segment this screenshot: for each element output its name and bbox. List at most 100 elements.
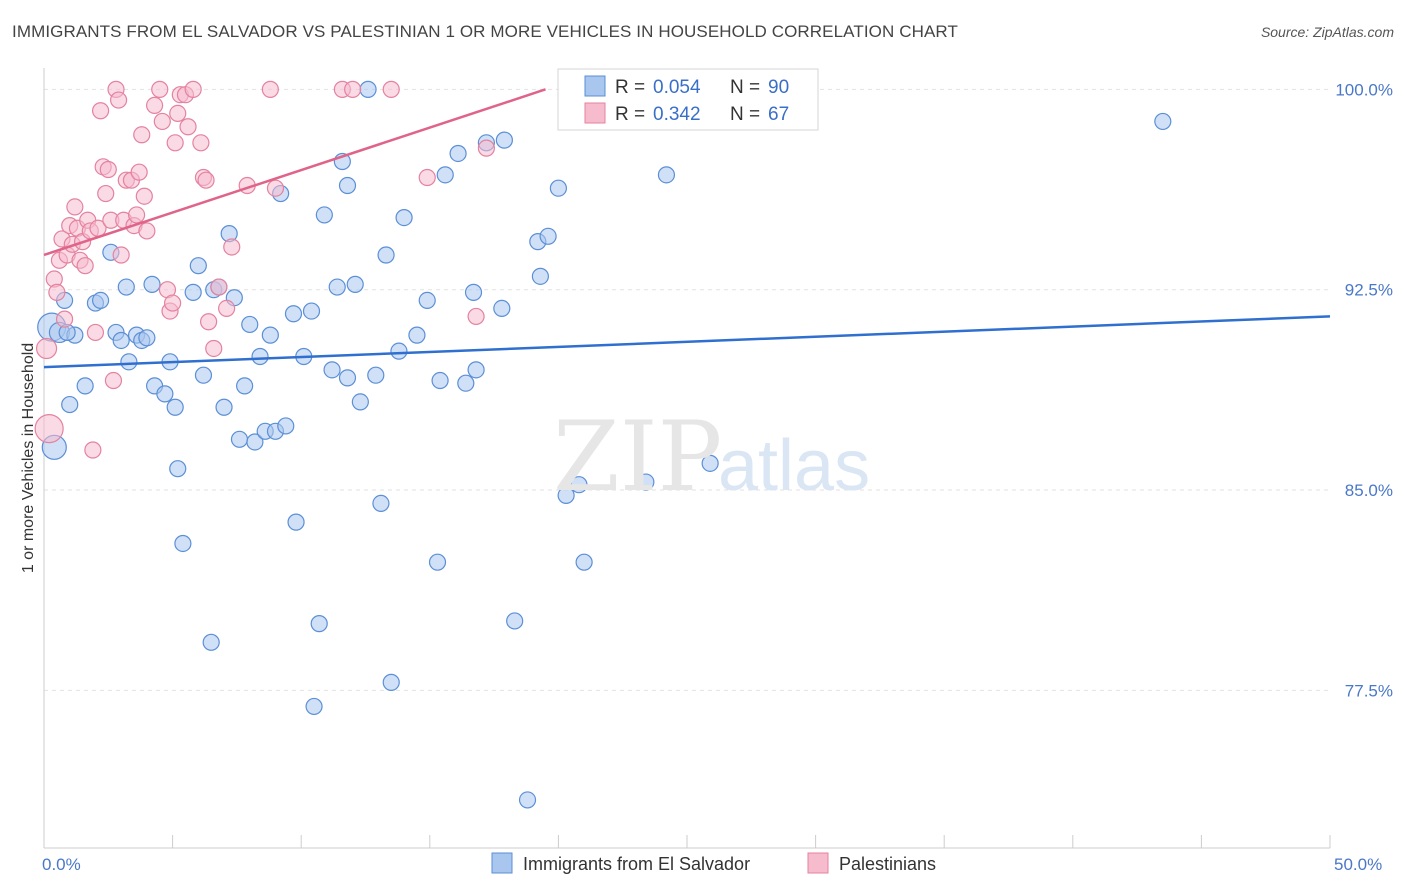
point-el-salvador-6 [76,377,94,395]
point-palestinians-25 [104,371,123,390]
point-el-salvador-25 [189,257,207,275]
point-el-salvador-39 [261,326,279,344]
point-el-salvador-56 [351,393,369,411]
point-el-salvador-81 [549,179,568,197]
point-el-salvador-85 [637,473,655,491]
point-palestinians-43 [164,294,182,312]
point-palestinians-62 [382,80,400,98]
point-palestinians-56 [218,299,236,318]
point-el-salvador-50 [323,361,341,379]
point-el-salvador-64 [408,326,426,344]
point-el-salvador-22 [169,460,187,478]
point-el-salvador-23 [174,534,192,553]
point-el-salvador-70 [457,374,475,392]
point-palestinians-63 [418,168,436,187]
point-el-salvador-42 [277,417,295,435]
point-palestinians-45 [169,104,187,123]
series-legend-swatch-blue [491,852,513,874]
point-el-salvador-63 [395,208,413,227]
chart-title: IMMIGRANTS FROM EL SALVADOR VS PALESTINI… [12,22,958,41]
point-el-salvador-36 [246,433,264,451]
point-el-salvador-34 [236,377,254,395]
point-el-salvador-74 [493,299,511,318]
point-el-salvador-72 [467,361,485,379]
point-el-salvador-43 [284,305,303,323]
point-palestinians-50 [192,134,210,152]
point-el-salvador-88 [1154,112,1172,131]
legend-n-label-blue: N = [730,77,760,98]
point-el-salvador-21 [166,398,184,416]
point-palestinians-1 [34,414,64,444]
point-palestinians-22 [97,184,115,203]
point-el-salvador-80 [539,227,557,245]
point-el-salvador-46 [302,302,321,320]
point-palestinians-34 [130,163,148,181]
y-tick-label-2: 85.0% [1345,481,1393,500]
point-palestinians-54 [205,339,223,358]
point-el-salvador-77 [518,791,537,809]
point-el-salvador-33 [230,430,249,448]
point-el-salvador-49 [315,206,333,224]
point-el-salvador-71 [464,283,483,301]
point-palestinians-61 [344,80,362,98]
point-el-salvador-8 [91,291,110,309]
point-el-salvador-44 [287,513,305,531]
point-el-salvador-19 [156,385,174,403]
point-el-salvador-12 [117,278,135,296]
point-palestinians-18 [86,323,105,342]
y-tick-label-1: 92.5% [1345,281,1393,300]
trend-lines [43,88,1331,369]
legend-swatch-blue [584,75,606,97]
point-el-salvador-24 [184,283,202,301]
point-palestinians-0 [35,337,58,360]
legend-n-label-pink: N = [730,104,760,125]
point-el-salvador-59 [372,494,390,513]
point-palestinians-27 [109,91,128,109]
point-palestinians-65 [477,139,495,157]
correlation-legend: R = 0.054 N = 90 R = 0.342 N = 67 [557,68,819,131]
point-palestinians-57 [223,238,241,256]
point-palestinians-64 [467,307,485,326]
point-el-salvador-48 [305,697,323,716]
point-el-salvador-37 [251,347,269,366]
point-el-salvador-62 [390,342,408,360]
legend-r-label-pink: R = [615,104,645,125]
point-el-salvador-66 [431,371,449,390]
point-el-salvador-26 [194,366,213,384]
point-el-salvador-76 [506,612,524,630]
x-tick-label-left: 0.0% [42,855,81,874]
point-el-salvador-82 [557,486,575,504]
source-label: Source: ZipAtlas.com [1260,24,1394,40]
y-tick-labels: 100.0% 92.5% 85.0% 77.5% [1335,80,1393,700]
watermark-atlas: atlas [718,426,870,506]
point-el-salvador-54 [338,176,357,195]
point-palestinians-36 [135,187,153,205]
point-el-salvador-53 [338,369,357,387]
point-el-salvador-55 [346,275,364,293]
point-palestinians-52 [197,171,215,189]
trend-line-el-salvador [43,315,1331,369]
point-el-salvador-83 [570,476,588,494]
series-legend: Immigrants from El Salvador Palestinians [491,852,936,874]
point-el-salvador-47 [310,615,328,633]
point-el-salvador-16 [138,329,156,347]
point-el-salvador-65 [418,291,436,309]
point-el-salvador-60 [377,246,395,264]
y-axis-label: 1 or more Vehicles in Household [20,343,37,573]
point-palestinians-53 [200,313,218,331]
point-palestinians-48 [179,118,197,136]
point-palestinians-39 [151,80,169,98]
point-el-salvador-27 [202,633,220,651]
point-palestinians-40 [153,112,171,131]
legend-r-value-blue: 0.054 [653,77,701,98]
point-palestinians-20 [91,102,110,120]
point-palestinians-38 [145,96,164,114]
point-el-salvador-35 [241,315,259,334]
series-legend-swatch-pink [807,852,829,874]
point-palestinians-6 [55,310,74,328]
series-legend-label-pink: Palestinians [839,854,936,874]
point-el-salvador-58 [367,366,385,384]
legend-swatch-pink [584,102,606,124]
point-palestinians-37 [138,222,156,240]
